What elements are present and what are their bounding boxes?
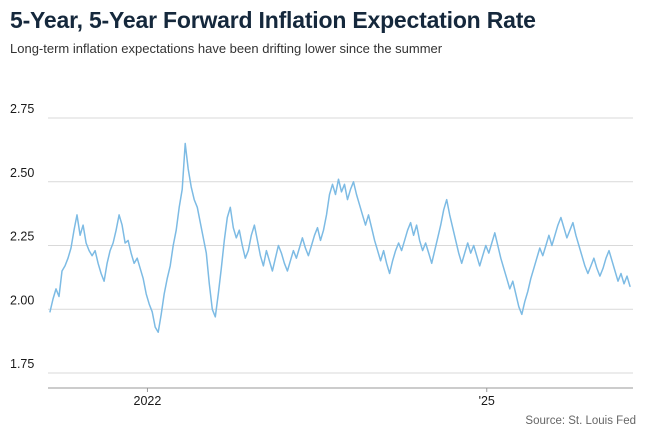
y-tick-label: 2.50	[10, 166, 34, 180]
series-line	[49, 142, 631, 333]
y-tick-label: 2.00	[10, 293, 34, 307]
y-tick-label: 2.25	[10, 230, 34, 244]
y-tick-label: 1.75	[10, 357, 34, 371]
x-tick-label: '25	[479, 394, 495, 408]
y-tick-label: 2.75	[10, 102, 34, 116]
source-credit: Source: St. Louis Fed	[525, 415, 636, 427]
chart-title: 5-Year, 5-Year Forward Inflation Expecta…	[10, 7, 536, 33]
x-tick-label: 2022	[134, 394, 162, 408]
chart-subtitle: Long-term inflation expectations have be…	[10, 40, 443, 56]
